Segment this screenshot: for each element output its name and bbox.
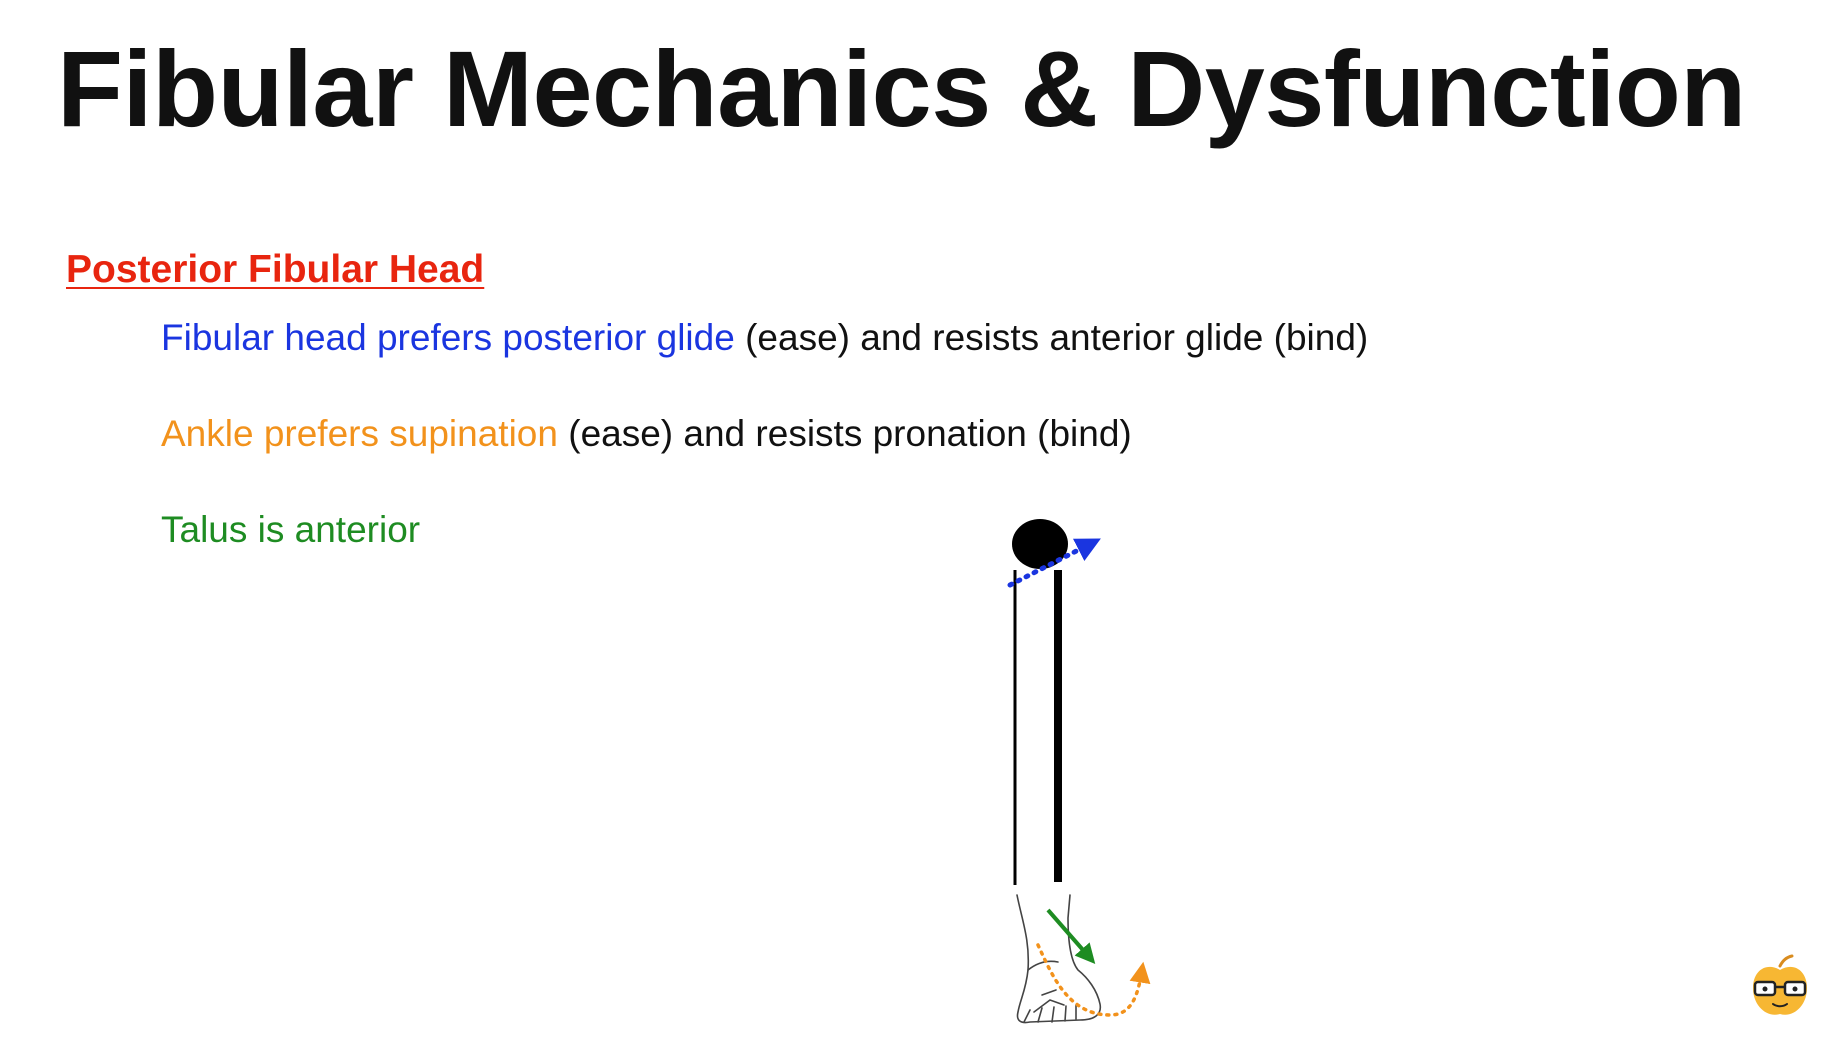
bullet-ankle: Ankle prefers supination (ease) and resi… (161, 412, 1132, 456)
leg-diagram (1007, 519, 1151, 1024)
section-heading: Posterior Fibular Head (66, 248, 485, 291)
bullet-highlight: Talus is anterior (161, 509, 421, 550)
bullet-rest: (ease) and resists pronation (bind) (557, 413, 1132, 454)
foot-sketch (1016, 894, 1102, 1024)
bullet-rest: (ease) and resists anterior glide (bind) (734, 317, 1369, 358)
bullet-fibular-head: Fibular head prefers posterior glide (ea… (161, 316, 1368, 360)
posterior-glide-arrow (1007, 538, 1101, 588)
fibular-head (1012, 519, 1068, 569)
bullet-highlight: Ankle prefers supination (161, 413, 558, 454)
bullet-talus: Talus is anterior (161, 508, 420, 552)
slide-title: Fibular Mechanics & Dysfunction (57, 28, 1746, 149)
bullet-highlight: Fibular head prefers posterior glide (161, 317, 735, 358)
talus-anterior-arrow (1046, 908, 1096, 965)
apple-with-glasses-logo (1753, 954, 1807, 1015)
supination-arrow (1036, 943, 1151, 1017)
